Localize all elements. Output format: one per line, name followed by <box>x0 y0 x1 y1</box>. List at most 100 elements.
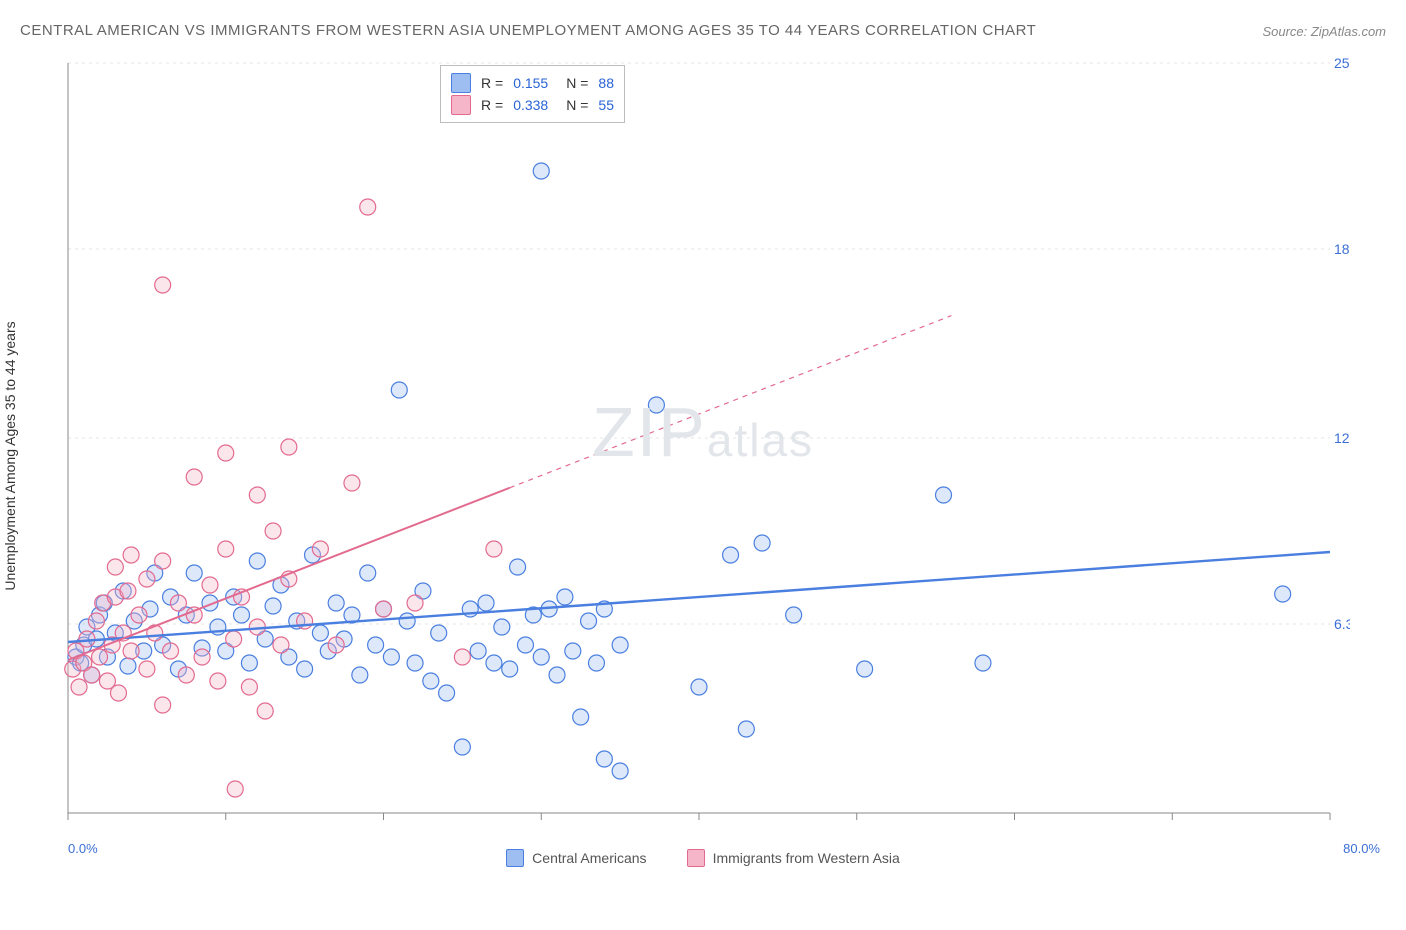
data-point <box>234 607 250 623</box>
data-point <box>218 541 234 557</box>
data-point <box>391 382 407 398</box>
chart-title: CENTRAL AMERICAN VS IMMIGRANTS FROM WEST… <box>20 20 1036 43</box>
data-point <box>139 661 155 677</box>
data-point <box>439 685 455 701</box>
data-point <box>155 277 171 293</box>
stats-row: R = 0.338 N = 55 <box>451 94 614 116</box>
data-point <box>573 709 589 725</box>
data-point <box>186 565 202 581</box>
data-point <box>1275 586 1291 602</box>
data-point <box>273 637 289 653</box>
stats-n-label: N = <box>566 75 588 91</box>
data-point <box>857 661 873 677</box>
stats-r-value: 0.338 <box>513 97 548 113</box>
stats-swatch <box>451 73 471 93</box>
data-point <box>352 667 368 683</box>
data-point <box>431 625 447 641</box>
data-point <box>202 577 218 593</box>
data-point <box>502 661 518 677</box>
y-tick-label: 18.8% <box>1334 241 1350 257</box>
y-tick-label: 25.0% <box>1334 55 1350 71</box>
source-label: Source: ZipAtlas.com <box>1262 24 1386 43</box>
data-point <box>588 655 604 671</box>
data-point <box>975 655 991 671</box>
title-row: CENTRAL AMERICAN VS IMMIGRANTS FROM WEST… <box>20 20 1386 43</box>
data-point <box>596 751 612 767</box>
data-point <box>454 739 470 755</box>
data-point <box>120 583 136 599</box>
data-point <box>155 553 171 569</box>
data-point <box>454 649 470 665</box>
data-point <box>241 655 257 671</box>
x-min-label: 0.0% <box>68 841 98 856</box>
data-point <box>110 685 126 701</box>
data-point <box>691 679 707 695</box>
data-point <box>936 487 952 503</box>
data-point <box>517 637 533 653</box>
stats-n-value: 88 <box>598 75 614 91</box>
legend-item: Central Americans <box>506 849 646 867</box>
data-point <box>723 547 739 563</box>
data-point <box>257 703 273 719</box>
stats-n-label: N = <box>566 97 588 113</box>
data-point <box>383 649 399 665</box>
data-point <box>368 637 384 653</box>
data-point <box>194 649 210 665</box>
data-point <box>407 655 423 671</box>
stats-n-value: 55 <box>598 97 614 113</box>
data-point <box>549 667 565 683</box>
data-point <box>281 439 297 455</box>
data-point <box>265 598 281 614</box>
legend-item: Immigrants from Western Asia <box>687 849 900 867</box>
data-point <box>328 595 344 611</box>
data-point <box>486 541 502 557</box>
legend-swatch <box>506 849 524 867</box>
scatter-chart: 6.3%12.5%18.8%25.0% <box>20 53 1350 843</box>
stats-swatch <box>451 95 471 115</box>
data-point <box>423 673 439 689</box>
y-tick-label: 6.3% <box>1334 616 1350 632</box>
series-western_asia <box>65 199 502 797</box>
data-point <box>139 571 155 587</box>
data-point <box>131 607 147 623</box>
data-point <box>478 595 494 611</box>
y-axis-title: Unemployment Among Ages 35 to 44 years <box>2 321 18 590</box>
data-point <box>92 649 108 665</box>
data-point <box>557 589 573 605</box>
data-point <box>328 637 344 653</box>
data-point <box>360 199 376 215</box>
data-point <box>71 679 87 695</box>
data-point <box>407 595 423 611</box>
data-point <box>612 763 628 779</box>
data-point <box>360 565 376 581</box>
data-point <box>312 625 328 641</box>
data-point <box>79 631 95 647</box>
stats-r-value: 0.155 <box>513 75 548 91</box>
data-point <box>218 445 234 461</box>
data-point <box>510 559 526 575</box>
data-point <box>120 658 136 674</box>
chart-wrap: Unemployment Among Ages 35 to 44 years 6… <box>20 53 1386 843</box>
legend-bottom: Central Americans Immigrants from Western… <box>20 849 1386 867</box>
data-point <box>344 475 360 491</box>
data-point <box>178 667 194 683</box>
data-point <box>249 487 265 503</box>
trend-line-dash-western_asia <box>510 315 952 487</box>
data-point <box>581 613 597 629</box>
data-point <box>249 553 265 569</box>
data-point <box>376 601 392 617</box>
data-point <box>738 721 754 737</box>
data-point <box>533 649 549 665</box>
data-point <box>227 781 243 797</box>
data-point <box>533 163 549 179</box>
legend-label: Immigrants from Western Asia <box>713 850 900 866</box>
data-point <box>155 697 171 713</box>
data-point <box>84 667 100 683</box>
data-point <box>210 673 226 689</box>
data-point <box>612 637 628 653</box>
data-point <box>241 679 257 695</box>
data-point <box>786 607 802 623</box>
stats-r-label: R = <box>481 97 503 113</box>
data-point <box>186 469 202 485</box>
stats-box: R = 0.155 N = 88 R = 0.338 N = 55 <box>440 65 625 123</box>
